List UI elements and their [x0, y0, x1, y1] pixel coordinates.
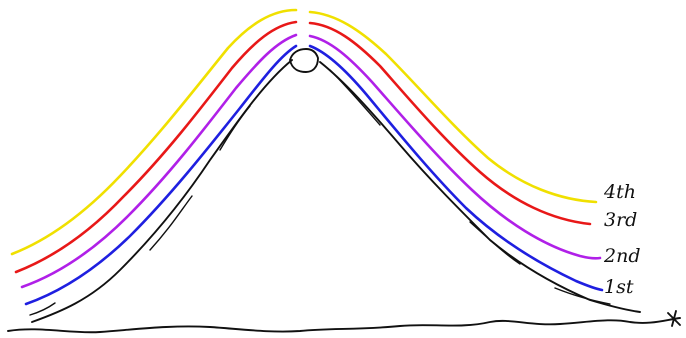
band-first-right — [308, 44, 604, 292]
band-second-right — [308, 34, 602, 260]
band-fourth-right — [308, 10, 598, 204]
mountain-outline-left — [31, 59, 293, 323]
band-second — [20, 33, 602, 289]
band-label-fourth: 4th — [603, 181, 636, 203]
mountain-crater — [289, 48, 319, 73]
band-label-first: 1st — [604, 276, 634, 298]
ground-line — [7, 317, 681, 334]
band-label-second: 2nd — [603, 245, 641, 267]
band-first-left — [24, 44, 298, 306]
band-third — [14, 20, 592, 274]
band-label-third: 3rd — [604, 209, 637, 231]
band-first — [24, 44, 604, 306]
band-third-right — [308, 21, 592, 226]
band-fourth — [10, 8, 598, 256]
band-second-left — [20, 33, 298, 289]
ground-tick — [667, 310, 681, 327]
band-third-left — [14, 20, 298, 274]
mountain-outline-right-sketch — [329, 69, 611, 305]
band-fourth-left — [10, 8, 298, 256]
mountain-outline-left-sketch — [29, 105, 251, 316]
mountain-outline-right — [319, 61, 641, 313]
